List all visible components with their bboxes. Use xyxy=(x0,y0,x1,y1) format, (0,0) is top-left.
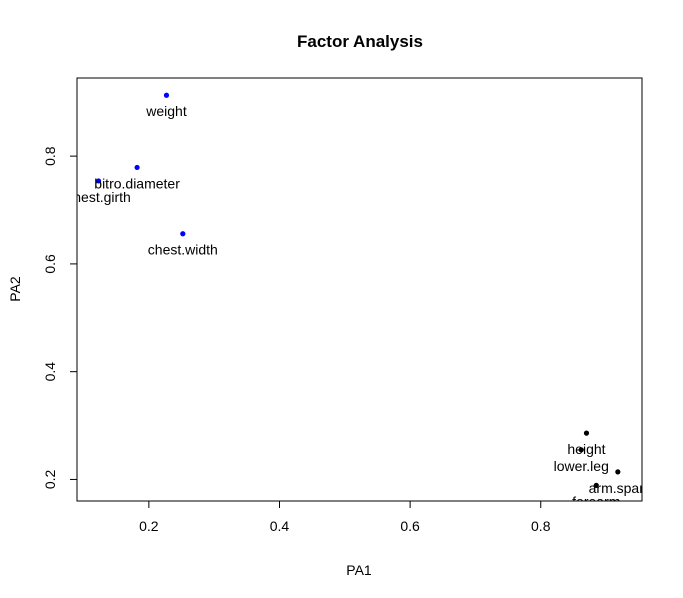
x-tick-label: 0.8 xyxy=(531,518,551,534)
data-point xyxy=(180,231,186,237)
point-label: forearm xyxy=(572,493,620,509)
point-label: chest.width xyxy=(148,242,218,258)
y-tick-label: 0.2 xyxy=(42,470,58,490)
x-axis-label: PA1 xyxy=(346,562,372,578)
x-tick-label: 0.6 xyxy=(400,518,420,534)
point-label: weight xyxy=(145,103,187,119)
point-label: chest.girth xyxy=(66,189,131,205)
data-point xyxy=(583,430,590,436)
y-tick-label: 0.4 xyxy=(42,362,58,382)
x-tick-label: 0.2 xyxy=(139,518,159,534)
data-points xyxy=(95,92,621,488)
data-point xyxy=(593,482,599,488)
data-point xyxy=(95,178,102,184)
point-label: arm.span xyxy=(589,480,647,496)
y-axis-label: PA2 xyxy=(7,276,23,302)
y-axis: 0.2 0.4 0.6 0.8 xyxy=(42,146,77,489)
data-point xyxy=(578,447,584,453)
point-label: height xyxy=(567,441,605,457)
data-point xyxy=(163,92,170,98)
data-point xyxy=(615,469,621,475)
y-tick-label: 0.6 xyxy=(42,254,58,274)
data-point xyxy=(134,164,140,171)
chart-title: Factor Analysis xyxy=(297,32,423,51)
plot-frame xyxy=(76,77,643,502)
point-label: lower.leg xyxy=(554,458,609,474)
x-axis: 0.2 0.4 0.6 0.8 xyxy=(139,501,551,534)
x-tick-label: 0.4 xyxy=(270,518,290,534)
point-label: bitro.diameter xyxy=(94,175,180,191)
y-tick-label: 0.8 xyxy=(42,146,58,166)
